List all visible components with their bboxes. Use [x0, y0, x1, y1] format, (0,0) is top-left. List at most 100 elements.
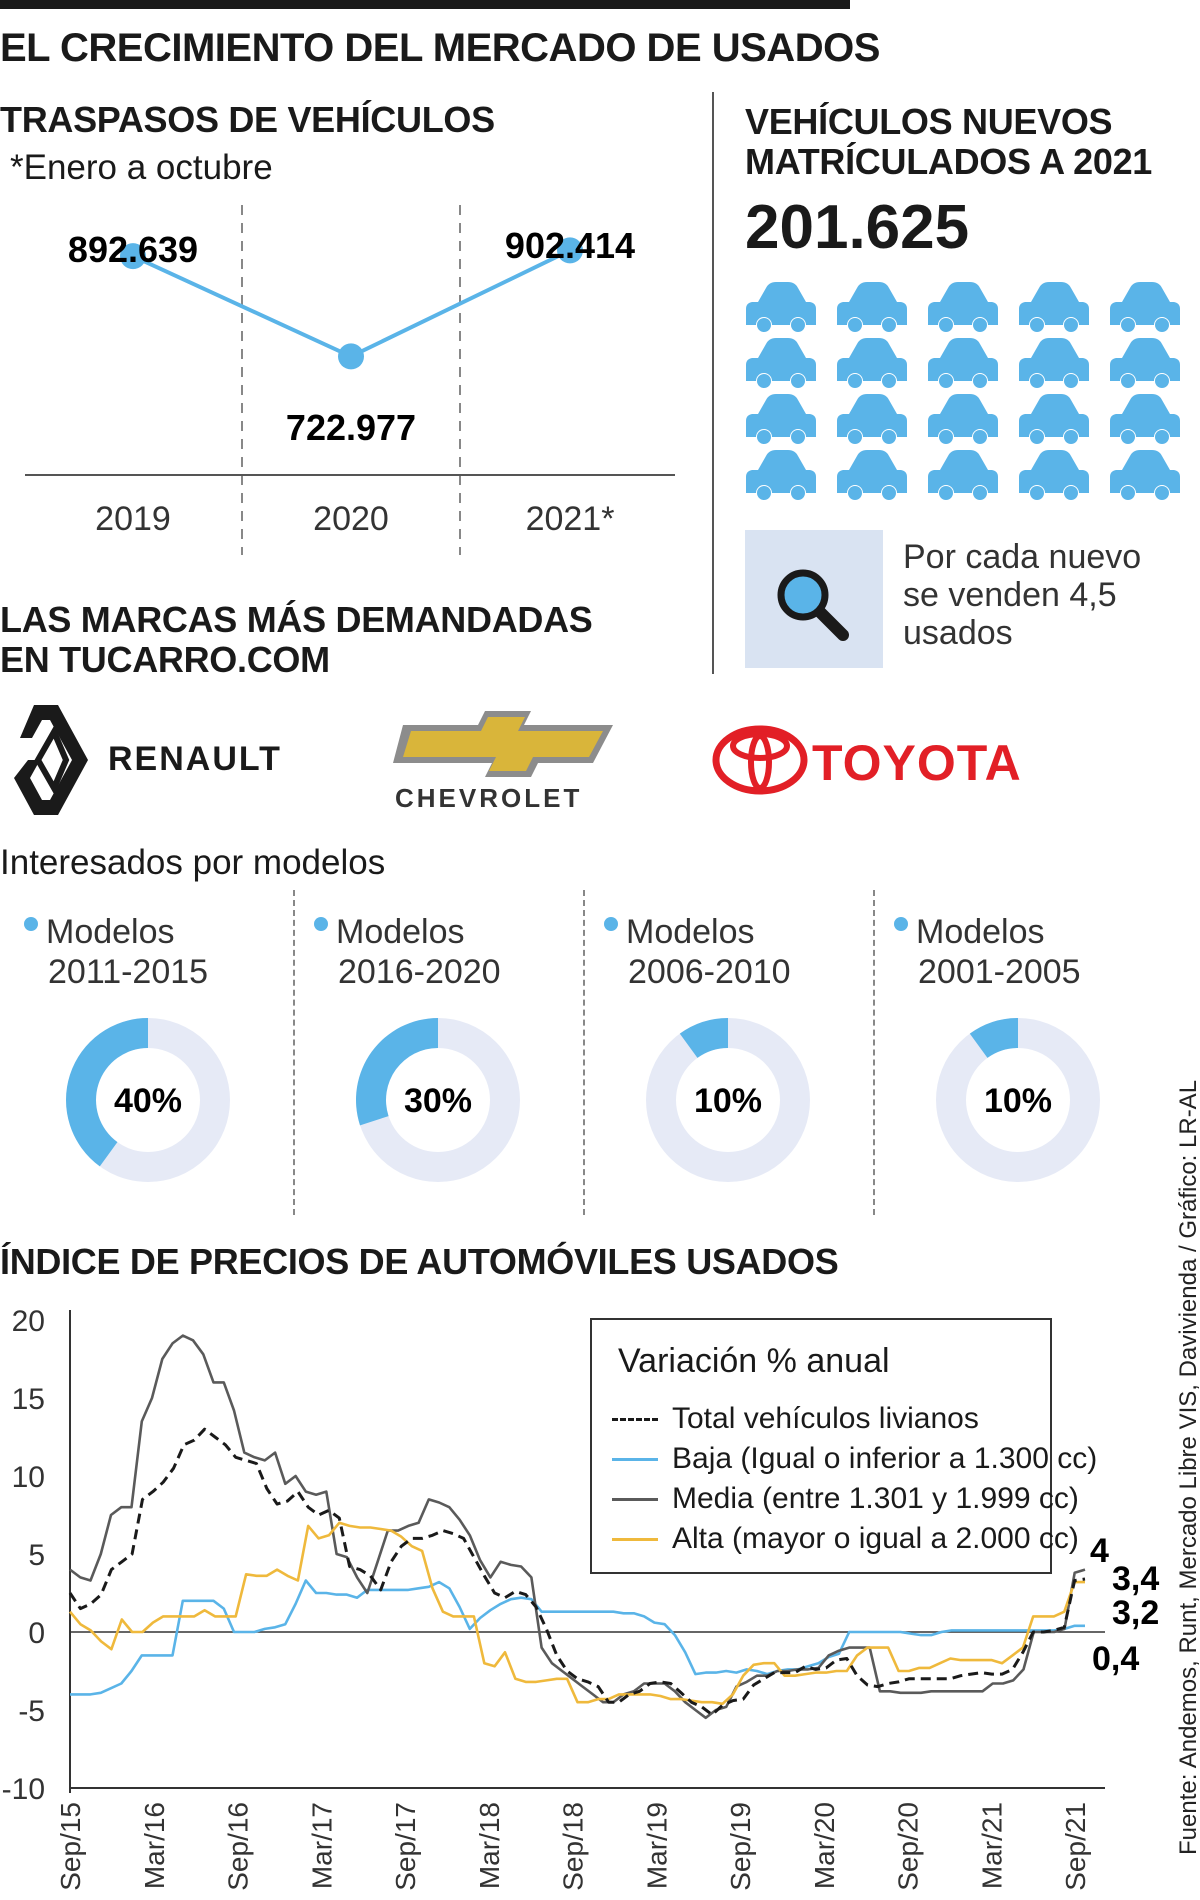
traspasos-title: TRASPASOS DE VEHÍCULOS — [0, 99, 495, 140]
y-tick-label: 5 — [28, 1539, 45, 1572]
interesados-title: Interesados por modelos — [0, 843, 386, 882]
donut-value: 10% — [694, 1082, 762, 1120]
y-tick-label: -5 — [18, 1695, 45, 1728]
data-label-2019: 892.639 — [68, 229, 198, 270]
series-alta-line — [69, 1521, 1085, 1706]
y-tick-label: -10 — [2, 1773, 45, 1806]
y-tick-label: 20 — [12, 1305, 45, 1338]
car-icon — [928, 450, 998, 500]
donut-slice — [66, 1018, 148, 1167]
end-label-baja: 0,4 — [1092, 1640, 1139, 1678]
car-icon — [928, 282, 998, 332]
car-icon — [1110, 338, 1180, 388]
nuevos-title-line1: VEHÍCULOS NUEVOS — [745, 101, 1113, 142]
x-tick-label: Mar/18 — [474, 1802, 505, 1889]
car-icon — [837, 338, 907, 388]
data-label-2020: 722.977 — [286, 407, 416, 448]
car-icon — [1019, 450, 1089, 500]
toyota-emblem-icon — [712, 725, 808, 795]
renault-wordmark: RENAULT — [108, 740, 282, 778]
car-icon — [746, 394, 816, 444]
chart-legend: Variación % anual Total vehículos livian… — [590, 1318, 1097, 1574]
source-note: Fuente: Andemos, Runt, Mercado Libre VIS… — [1175, 1079, 1200, 1855]
data-point-2019 — [120, 243, 146, 270]
x-tick-label: Mar/19 — [641, 1802, 672, 1889]
nuevos-title: VEHÍCULOS NUEVOS MATRÍCULADOS A 2021 — [745, 102, 1152, 182]
end-label-total: 3,4 — [1112, 1560, 1159, 1598]
chevrolet-bowtie-icon — [393, 711, 613, 777]
donut-value: 10% — [984, 1082, 1052, 1120]
car-icon — [928, 394, 998, 444]
car-icon — [746, 338, 816, 388]
legend-item-baja: Baja (Igual o inferior a 1.300 cc) — [612, 1442, 1097, 1476]
year-label: 2020 — [313, 500, 389, 538]
year-label: 2021* — [526, 500, 615, 538]
toyota-wordmark: TOYOTA — [812, 735, 1022, 791]
car-icon — [1110, 450, 1180, 500]
x-tick-label: Mar/16 — [139, 1802, 170, 1889]
x-tick-label: Sep/18 — [558, 1802, 589, 1891]
x-tick-label: Sep/17 — [390, 1802, 421, 1891]
donut-slice — [969, 1018, 1018, 1058]
x-tick-label: Sep/15 — [55, 1802, 86, 1891]
car-icon — [837, 282, 907, 332]
legend-title: Variación % anual — [618, 1342, 890, 1380]
nuevos-value: 201.625 — [745, 193, 970, 262]
section-divider — [712, 92, 714, 674]
data-point-2021 — [557, 237, 583, 264]
data-point-2020 — [338, 343, 364, 370]
y-tick-label: 10 — [12, 1461, 45, 1494]
car-icon — [1019, 338, 1089, 388]
donut-charts: 40% 30% 10% 10% — [66, 1018, 1100, 1182]
info-text: Por cada nuevo se venden 4,5 usados — [903, 538, 1142, 652]
x-tick-label: Mar/17 — [306, 1802, 337, 1889]
renault-logo-icon — [14, 705, 88, 815]
car-icon — [746, 450, 816, 500]
donut-value: 30% — [404, 1082, 472, 1120]
models-divider — [873, 890, 875, 1215]
legend-item-media: Media (entre 1.301 y 1.999 cc) — [612, 1482, 1079, 1516]
car-icon — [837, 450, 907, 500]
models-divider — [583, 890, 585, 1215]
marcas-title: LAS MARCAS MÁS DEMANDADAS EN TUCARRO.COM — [0, 600, 593, 680]
traspasos-chart: 892.639 722.977 902.414 2019 2020 2021* — [25, 205, 675, 555]
x-tick-label: Sep/19 — [725, 1802, 756, 1891]
page-title: EL CRECIMIENTO DEL MERCADO DE USADOS — [0, 26, 880, 70]
legend-dot — [24, 917, 38, 932]
legend-dot — [894, 917, 908, 932]
x-tick-label: Sep/20 — [893, 1802, 924, 1891]
year-label: 2019 — [95, 500, 171, 538]
chevrolet-wordmark: CHEVROLET — [395, 783, 583, 813]
end-label-media: 4 — [1090, 1532, 1109, 1570]
traspasos-line — [132, 248, 571, 359]
y-tick-label: 0 — [28, 1617, 45, 1650]
car-icon — [1019, 394, 1089, 444]
price-index-chart: 20 15 10 5 0 -5 -10 Sep/15 Mar/16 Sep/16 Mar/17 Sep… — [2, 1305, 1160, 1891]
legend-swatch — [612, 1497, 658, 1501]
x-tick-label: Sep/16 — [223, 1802, 254, 1891]
car-icon — [1110, 282, 1180, 332]
data-label-2021: 902.414 — [505, 225, 635, 266]
top-rule — [0, 0, 850, 9]
car-icon — [837, 394, 907, 444]
donut-value: 40% — [114, 1082, 182, 1120]
end-label-alta: 3,2 — [1112, 1594, 1159, 1632]
legend-dot — [314, 917, 328, 932]
search-icon — [777, 569, 849, 641]
car-icon-grid — [746, 282, 1180, 500]
series-baja-line — [70, 1579, 1085, 1696]
x-tick-label: Sep/21 — [1060, 1802, 1091, 1891]
y-tick-label: 15 — [12, 1383, 45, 1416]
legend-swatch — [612, 1457, 658, 1461]
nuevos-title-line2: MATRÍCULADOS A 2021 — [745, 141, 1153, 182]
car-icon — [1019, 282, 1089, 332]
model-label: Modelos 2006-2010 — [604, 912, 791, 992]
traspasos-subtitle: *Enero a octubre — [10, 148, 273, 187]
model-label: Modelos 2011-2015 — [24, 912, 208, 992]
legend-dot — [604, 917, 618, 932]
car-icon — [1110, 394, 1180, 444]
legend-swatch — [612, 1417, 658, 1421]
model-label: Modelos 2016-2020 — [314, 912, 501, 992]
marcas-title-line1: LAS MARCAS MÁS DEMANDADAS — [0, 599, 593, 640]
x-tick-label: Mar/21 — [976, 1802, 1007, 1889]
